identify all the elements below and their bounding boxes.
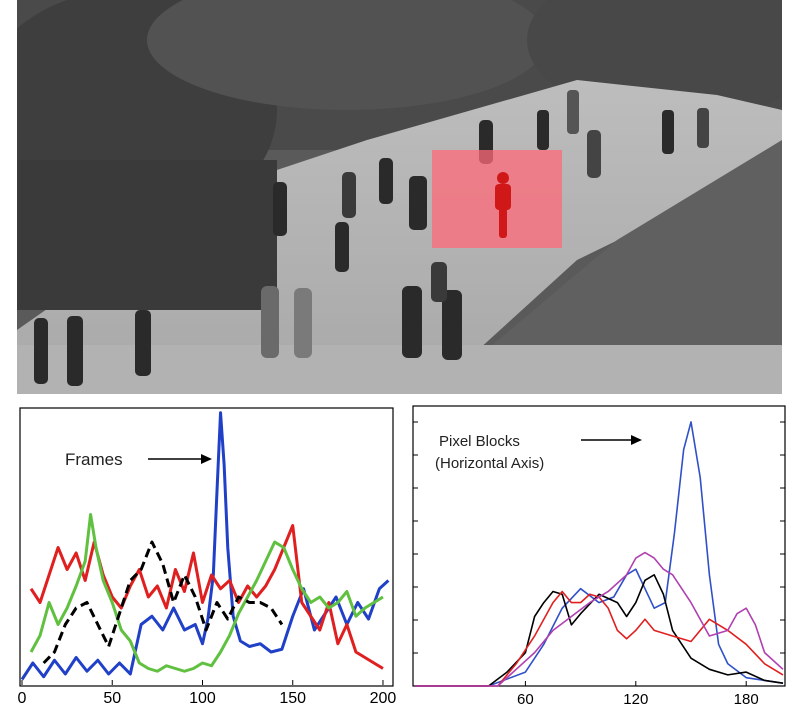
pixel-blocks-annotation-line1: Pixel Blocks [439, 433, 520, 450]
y-axis-ticks [413, 421, 785, 654]
series-line-3 [42, 540, 284, 665]
x-tick-label: 0 [18, 690, 27, 706]
series-line-3 [415, 551, 784, 687]
plot-frame [412, 405, 786, 687]
hedge [17, 160, 277, 310]
x-tick-label: 150 [279, 690, 306, 706]
x-tick-label: 180 [734, 691, 759, 706]
lawn-bottom [17, 345, 782, 394]
pixel-blocks-annotation-line2: (Horizontal Axis) [435, 455, 544, 472]
cyclist [495, 172, 511, 238]
x-tick-label: 60 [517, 691, 534, 706]
series-line-2 [29, 513, 384, 673]
series-line-0 [20, 411, 390, 681]
series-group [20, 411, 390, 681]
plot-frame [19, 407, 394, 687]
crowd-walkway-photo [17, 0, 782, 394]
frames-arrow [148, 454, 212, 464]
pixel-blocks-line-chart: 60 120 180 Pixel Blocks (Horizontal Axis) [412, 405, 786, 706]
x-axis-ticks: 60 120 180 [517, 681, 759, 706]
x-axis-ticks: 0 50 100 150 200 [18, 680, 397, 706]
pixel-blocks-arrow [581, 435, 642, 445]
tree-canopy-mid [147, 0, 547, 110]
frames-line-chart: 0 50 100 150 200 Frames [18, 407, 397, 706]
frames-annotation: Frames [65, 450, 123, 469]
series-line-1 [415, 574, 784, 687]
x-tick-label: 200 [370, 690, 397, 706]
x-tick-label: 120 [623, 691, 648, 706]
x-tick-label: 50 [103, 690, 121, 706]
pedestrians [34, 90, 709, 386]
series-group [415, 421, 784, 687]
series-line-1 [29, 524, 384, 670]
series-line-2 [415, 590, 784, 687]
grass-slope [472, 140, 782, 362]
x-tick-label: 100 [189, 690, 216, 706]
series-line-0 [415, 421, 784, 687]
